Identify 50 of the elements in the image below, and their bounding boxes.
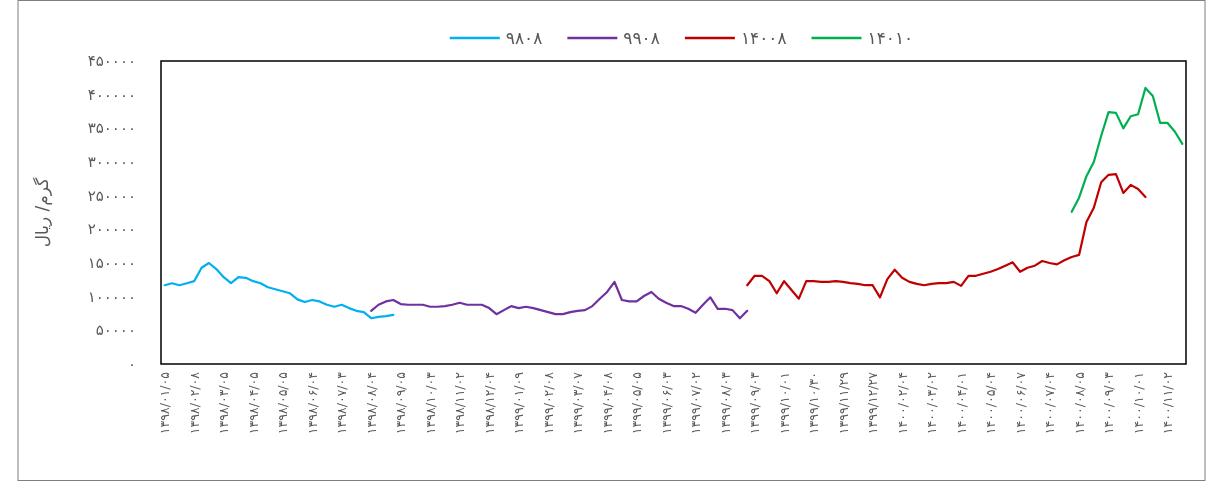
x-tick-label: ۱۳۹۹/۰۹/۰۳ xyxy=(747,371,763,435)
legend-label: ۹۸۰۸ xyxy=(505,28,543,48)
x-tick-label: ۱۳۹۸/۰۸/۰۴ xyxy=(363,372,379,435)
legend-label: ۹۹۰۸ xyxy=(623,28,660,48)
y-tick-label: ۳۰۰۰۰۰ xyxy=(87,153,136,171)
x-tick-label: ۱۴۰۰/۰۷/۰۴ xyxy=(1042,372,1058,435)
y-tick-label: ۵۰۰۰۰ xyxy=(95,321,136,340)
x-tick-label: ۱۳۹۸/۱۰/۰۳ xyxy=(422,371,438,435)
x-tick-label: ۱۳۹۸/۱۱/۰۲ xyxy=(452,371,468,435)
x-tick-label: ۱۴۰۰/۰۶/۰۷ xyxy=(1012,371,1028,435)
x-tick-label: ۱۳۹۸/۰۴/۰۵ xyxy=(245,371,261,435)
y-tick-label: ۴۵۰۰۰۰ xyxy=(87,52,136,70)
legend-label: ۱۴۰۱۰ xyxy=(867,28,914,48)
x-tick-label: ۱۳۹۹/۰۵/۰۵ xyxy=(629,371,645,435)
x-tick-label: ۱۳۹۸/۰۶/۰۴ xyxy=(304,372,320,435)
x-tick-label: ۱۳۹۹/۰۷/۰۲ xyxy=(688,371,704,435)
x-tick-label: ۱۴۰۰/۰۵/۰۴ xyxy=(983,372,999,435)
x-tick-label: ۱۳۹۸/۰۱/۰۵ xyxy=(157,371,173,435)
x-tick-label: ۱۴۰۰/۰۳/۰۲ xyxy=(924,371,940,435)
x-tick-label: ۱۳۹۹/۰۸/۰۳ xyxy=(717,371,733,435)
x-tick-label: ۱۳۹۹/۰۱/۰۹ xyxy=(511,371,527,435)
x-tick-label: ۱۳۹۹/۱۰/۰۱ xyxy=(776,372,792,435)
y-axis-title: گرم/ ریال xyxy=(32,176,52,248)
x-tick-label: ۱۴۰۰/۰۴/۰۱ xyxy=(953,372,969,435)
x-tick-label: ۱۴۰۰/۰۲/۰۴ xyxy=(894,372,910,435)
x-tick-label: ۱۴۰۰/۰۹/۰۳ xyxy=(1101,371,1117,435)
y-tick-label: ۲۵۰۰۰۰ xyxy=(87,186,136,205)
x-tick-label: ۱۳۹۹/۱۰/۳۰ xyxy=(806,372,822,435)
x-tick-label: ۱۳۹۹/۰۲/۰۸ xyxy=(540,371,556,435)
x-tick-label: ۱۳۹۸/۱۲/۰۴ xyxy=(481,372,497,435)
x-tick-label: ۱۳۹۸/۰۷/۰۳ xyxy=(334,371,350,435)
x-tick-label: ۱۴۰۰/۱۱/۰۲ xyxy=(1160,371,1176,435)
y-tick-label: ۲۰۰۰۰۰ xyxy=(87,220,136,239)
x-tick-label: ۱۳۹۹/۱۲/۲۷ xyxy=(865,371,881,435)
y-tick-label: ۱۰۰۰۰۰ xyxy=(87,287,136,306)
x-tick-label: ۱۳۹۸/۰۲/۰۸ xyxy=(186,371,202,435)
x-tick-label: ۱۳۹۸/۰۵/۰۵ xyxy=(275,371,291,435)
x-tick-label: ۱۳۹۹/۰۳/۰۷ xyxy=(570,371,586,435)
x-tick-label: ۱۳۹۸/۰۳/۰۵ xyxy=(216,371,232,435)
y-tick-label: ۰ xyxy=(127,355,136,373)
y-tick-label: ۳۵۰۰۰۰ xyxy=(87,119,136,138)
x-tick-label: ۱۴۰۰/۱۰/۰۱ xyxy=(1130,372,1146,435)
x-tick-label: ۱۴۰۰/۰۸/۰۵ xyxy=(1071,371,1087,435)
x-tick-label: ۱۳۹۸/۰۹/۰۵ xyxy=(393,371,409,435)
y-tick-label: ۴۰۰۰۰۰ xyxy=(87,85,136,104)
x-tick-label: ۱۳۹۹/۰۶/۰۳ xyxy=(658,371,674,435)
y-tick-label: ۱۵۰۰۰۰ xyxy=(87,254,136,272)
x-tick-label: ۱۳۹۹/۰۴/۰۸ xyxy=(599,371,615,435)
x-tick-label: ۱۳۹۹/۱۱/۲۹ xyxy=(835,371,851,435)
legend-label: ۱۴۰۰۸ xyxy=(740,28,787,48)
